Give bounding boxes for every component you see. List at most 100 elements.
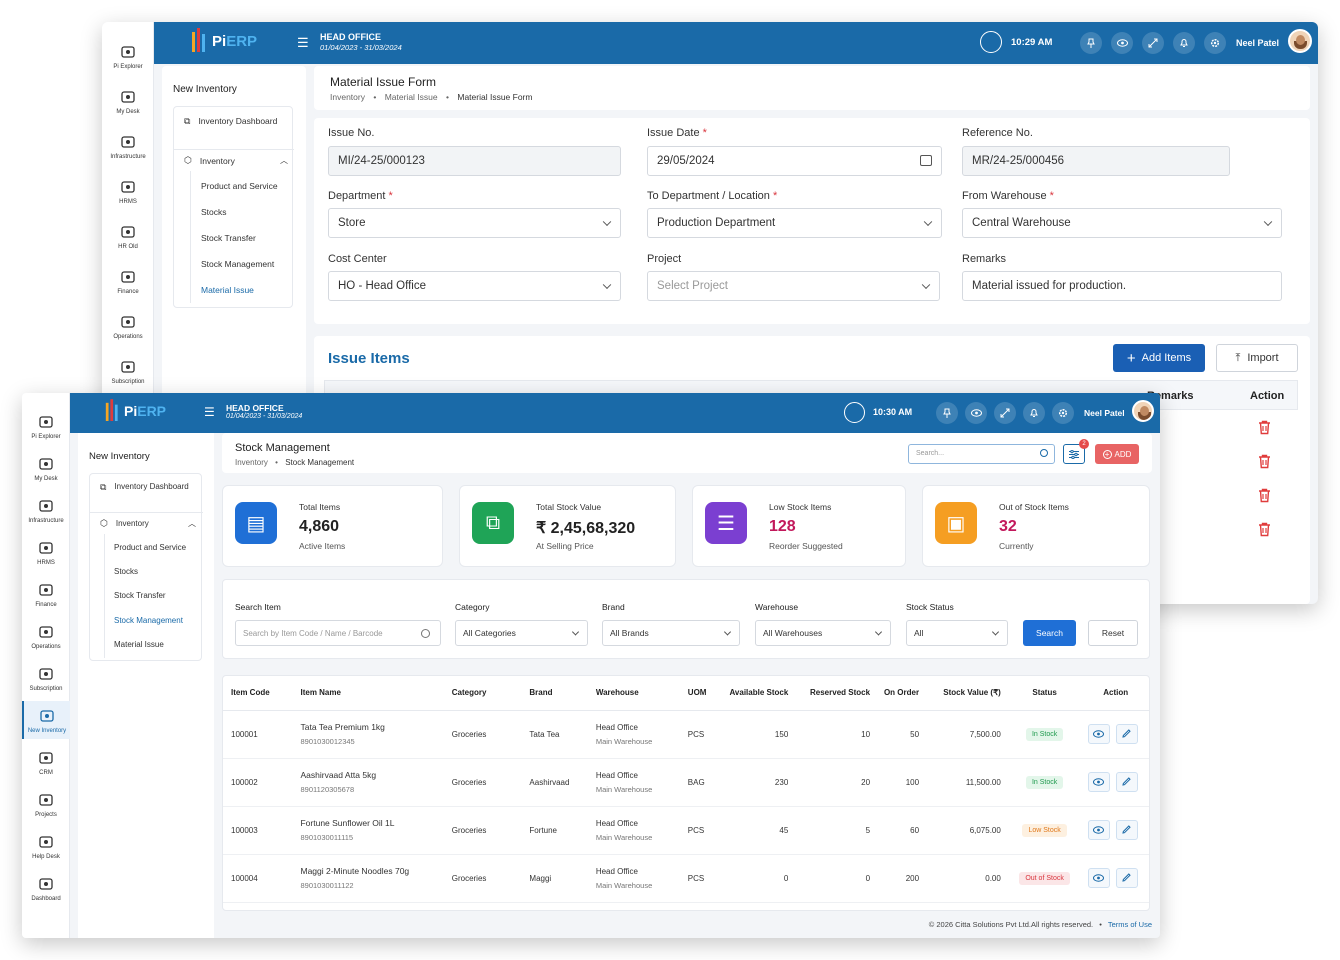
delete-icon[interactable] [1258,522,1271,542]
rail-item-my-desk[interactable]: My Desk [22,449,70,487]
menu-inventory-group[interactable]: ⬡ Inventory ︿ [184,155,288,166]
rail-item-hr-old[interactable]: HR Old [102,216,154,257]
rail-item-pi-explorer[interactable]: Pi Explorer [102,36,154,77]
stat-title: Total Stock Value [536,502,602,512]
menu-inventory-dashboard[interactable]: ⧉ Inventory Dashboard [100,481,196,493]
department-select[interactable]: Store [328,208,621,238]
rail-item-projects[interactable]: Projects [22,785,70,823]
view-eye-icon[interactable] [1087,868,1110,889]
view-eye-icon[interactable] [1087,820,1110,841]
rail-item-operations[interactable]: Operations [22,617,70,655]
filter-button[interactable]: 2 [1063,439,1089,464]
pin-icon[interactable] [1080,32,1102,54]
issue-date-field[interactable]: 29/05/2024 [647,146,942,176]
rail-item-crm[interactable]: CRM [22,743,70,781]
project-select[interactable]: Select Project [647,271,940,301]
edit-pencil-icon[interactable] [1115,819,1138,840]
subscription-icon [119,358,137,376]
add-items-button[interactable]: + Add Items [1113,344,1205,372]
edit-pencil-icon[interactable] [1115,723,1138,744]
delete-icon[interactable] [1258,420,1271,440]
menu-item-stock-transfer[interactable]: Stock Transfer [114,591,166,600]
to-department-select[interactable]: Production Department [647,208,942,238]
user-name[interactable]: Neel Patel [1084,408,1125,418]
rail-item-dashboard[interactable]: Dashboard [22,869,70,907]
import-button[interactable]: ⤒ Import [1216,344,1298,372]
menu-dashboard-label: Inventory Dashboard [114,482,189,491]
stock-value: 0.00 [927,854,1009,903]
breadcrumb-material-issue[interactable]: Material Issue [384,92,438,102]
breadcrumb-inventory[interactable]: Inventory [235,458,268,467]
menu-item-material-issue[interactable]: Material Issue [114,640,164,649]
table-row[interactable]: 100001 Tata Tea Premium 1kg 8901030012345 G… [223,710,1149,759]
delete-icon[interactable] [1258,488,1271,508]
rail-item-infrastructure[interactable]: Infrastructure [102,126,154,167]
item-search-input[interactable]: Search by Item Code / Name / Barcode [235,620,441,646]
table-row[interactable]: 100002 Aashirvaad Atta 5kg 8901120305678 Gr… [223,758,1149,807]
rail-item-my-desk[interactable]: My Desk [102,81,154,122]
menu-item-material-issue[interactable]: Material Issue [201,285,254,295]
item-brand: Tata Tea [521,710,588,759]
remarks-field[interactable]: Material issued for production. [962,271,1282,301]
reset-button[interactable]: Reset [1088,620,1138,646]
user-name[interactable]: Neel Patel [1236,38,1280,48]
menu-inventory-group[interactable]: ⬡ Inventory ︿ [100,518,196,529]
menu-toggle-icon[interactable]: ☰ [204,405,215,419]
edit-pencil-icon[interactable] [1115,771,1138,792]
operations-icon [37,623,55,641]
menu-toggle-icon[interactable]: ☰ [297,35,309,50]
rail-item-finance[interactable]: Finance [22,575,70,613]
rail-item-operations[interactable]: Operations [102,306,154,347]
table-row[interactable] [223,902,1149,910]
rail-item-subscription[interactable]: Subscription [22,659,70,697]
office-name: HEAD OFFICE [226,403,284,413]
rail-item-subscription[interactable]: Subscription [102,351,154,392]
cost-center-select[interactable]: HO - Head Office [328,271,621,301]
menu-inventory-dashboard[interactable]: ⧉ Inventory Dashboard [184,115,284,128]
rail-item-new-inventory[interactable]: New Inventory [22,701,70,739]
rail-item-help-desk[interactable]: Help Desk [22,827,70,865]
rail-item-hrms[interactable]: HRMS [102,171,154,212]
settings-icon[interactable] [1052,402,1074,424]
user-avatar[interactable] [1288,29,1312,53]
user-avatar[interactable] [1132,400,1154,422]
settings-icon[interactable] [1204,32,1226,54]
add-button[interactable]: + ADD [1095,444,1139,464]
view-eye-icon[interactable] [1087,772,1110,793]
calendar-icon[interactable] [920,155,932,166]
rail-item-pi-explorer[interactable]: Pi Explorer [22,407,70,445]
pin-icon[interactable] [936,402,958,424]
delete-icon[interactable] [1258,454,1271,474]
warehouse-select[interactable]: All Warehouses [755,620,891,646]
menu-item-stock-transfer[interactable]: Stock Transfer [201,233,256,243]
edit-pencil-icon[interactable] [1115,867,1138,888]
menu-item-product-and-service[interactable]: Product and Service [201,181,278,191]
header-search-input[interactable]: Search... [908,444,1055,464]
stock-status-select[interactable]: All [906,620,1008,646]
menu-item-product-and-service[interactable]: Product and Service [114,543,187,552]
table-row[interactable]: 100004 Maggi 2-Minute Noodles 70g 89010300… [223,854,1149,903]
rail-item-finance[interactable]: Finance [102,261,154,302]
menu-item-stock-management[interactable]: Stock Management [201,259,275,269]
rail-item-infrastructure[interactable]: Infrastructure [22,491,70,529]
rail-item-hrms[interactable]: HRMS [22,533,70,571]
breadcrumb-inventory[interactable]: Inventory [330,92,365,102]
from-warehouse-select[interactable]: Central Warehouse [962,208,1282,238]
eye-icon[interactable] [1111,32,1133,54]
table-row[interactable]: 100003 Fortune Sunflower Oil 1L 8901030011… [223,806,1149,855]
menu-item-stocks[interactable]: Stocks [114,567,139,576]
brand-select[interactable]: All Brands [602,620,740,646]
search-button[interactable]: Search [1023,620,1076,646]
terms-link[interactable]: Terms of Use [1107,920,1152,929]
app-logo[interactable]: Pi ERP [190,28,257,54]
view-eye-icon[interactable] [1087,724,1110,745]
bell-icon[interactable] [1023,402,1045,424]
app-logo[interactable]: Pi ERP [104,399,166,423]
menu-item-stocks[interactable]: Stocks [201,207,227,217]
bell-icon[interactable] [1173,32,1195,54]
expand-icon[interactable] [994,402,1016,424]
expand-icon[interactable] [1142,32,1164,54]
eye-icon[interactable] [965,402,987,424]
menu-item-stock-management[interactable]: Stock Management [114,616,183,625]
category-select[interactable]: All Categories [455,620,588,646]
